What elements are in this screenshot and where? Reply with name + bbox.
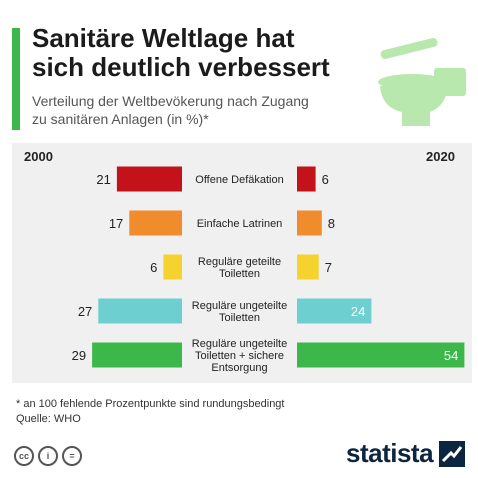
legend-year-2000: 2000 (24, 149, 53, 164)
category-label-0-0: Offene Defäkation (195, 174, 283, 186)
value-label-2000-2: 6 (150, 260, 157, 275)
equals-icon[interactable]: = (62, 446, 82, 466)
accent-bar (12, 28, 20, 130)
value-label-2020-3: 24 (351, 304, 365, 319)
bar-2020-0 (297, 166, 316, 192)
footnote: * an 100 fehlende Prozentpunkte sind run… (16, 398, 285, 410)
toilet-icon (378, 37, 466, 126)
statista-logo-mark-icon (439, 440, 466, 467)
bar-2020-1 (297, 210, 322, 236)
value-label-2000-1: 17 (109, 216, 123, 231)
category-label-2-1: Toiletten (219, 268, 260, 280)
category-label-2-0: Reguläre geteilte (198, 256, 281, 268)
source-note: Quelle: WHO (16, 413, 81, 425)
brand-name: statista (346, 438, 434, 468)
bar-2000-3 (98, 298, 182, 324)
category-label-3-1: Toiletten (219, 312, 260, 324)
legend-year-2020: 2020 (426, 149, 455, 164)
value-label-2020-0: 6 (322, 172, 329, 187)
category-label-4-2: Entsorgung (211, 362, 267, 374)
subtitle-line-2: zu sanitären Anlagen (in %)* (32, 111, 209, 127)
subtitle-line-1: Verteilung der Weltbevökerung nach Zugan… (32, 93, 309, 109)
license-icons: cc i = (14, 446, 82, 466)
value-label-2020-2: 7 (325, 260, 332, 275)
bar-2000-4 (92, 342, 182, 368)
title-line-1: Sanitäre Weltlage hat (32, 23, 295, 53)
bar-2020-3 (297, 298, 372, 324)
by-icon[interactable]: i (38, 446, 58, 466)
value-label-2000-3: 27 (78, 304, 92, 319)
statista-logo[interactable]: statista (346, 438, 466, 469)
category-label-4-1: Toiletten + sichere (195, 350, 284, 362)
chart-subtitle: Verteilung der Weltbevökerung nach Zugan… (32, 92, 382, 128)
cc-icon[interactable]: cc (14, 446, 34, 466)
chart-title: Sanitäre Weltlage hat sich deutlich verb… (32, 24, 362, 82)
bar-2000-2 (163, 254, 182, 280)
category-label-4-0: Reguläre ungeteilte (192, 338, 287, 350)
value-label-2000-0: 21 (96, 172, 110, 187)
bar-2020-2 (297, 254, 319, 280)
bar-2020-4 (297, 342, 465, 368)
title-line-2: sich deutlich verbessert (32, 52, 330, 82)
bar-2000-1 (129, 210, 182, 236)
value-label-2000-4: 29 (72, 348, 86, 363)
value-label-2020-4: 54 (444, 348, 458, 363)
value-label-2020-1: 8 (328, 216, 335, 231)
bar-2000-0 (116, 166, 182, 192)
category-label-3-0: Reguläre ungeteilte (192, 300, 287, 312)
category-label-1-0: Einfache Latrinen (197, 218, 283, 230)
